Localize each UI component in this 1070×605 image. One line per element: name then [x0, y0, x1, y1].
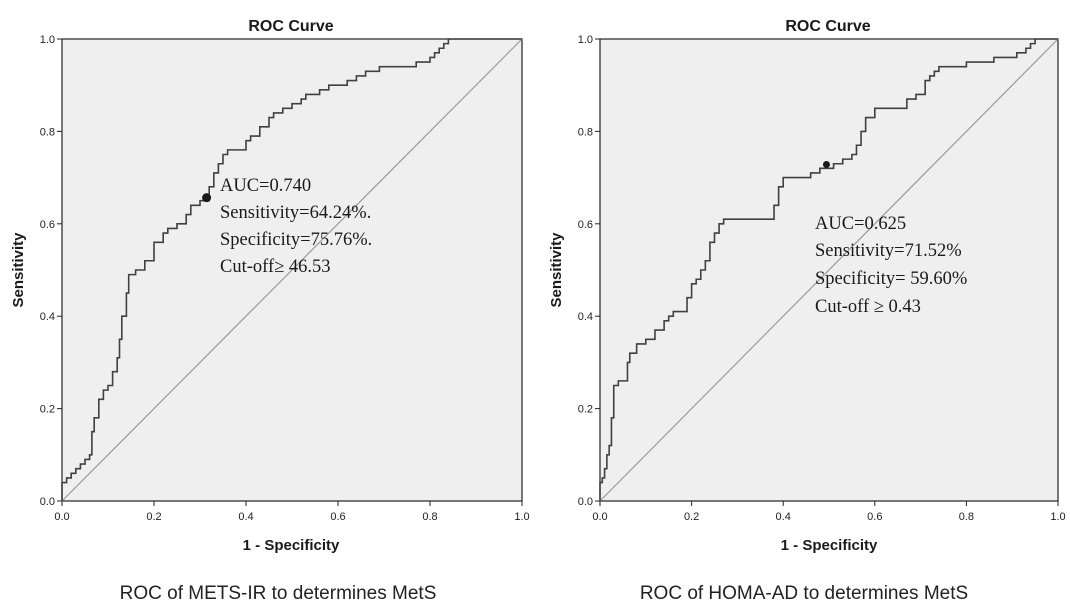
x-tick-label: 0.0: [592, 511, 607, 523]
roc-curve-line: [599, 38, 1058, 501]
cutoff-label: Cut-off ≥ 0.43: [815, 297, 921, 317]
auc-label: AUC=0.740: [220, 176, 311, 196]
sensitivity-label: Sensitivity=64.24%.: [220, 203, 371, 223]
x-tick-label: 0.4: [776, 511, 791, 523]
x-tick-label: 0.2: [684, 511, 699, 523]
x-axis-label: 1 - Specificity: [243, 537, 340, 554]
x-tick-label: 0.4: [238, 511, 253, 523]
x-tick-label: 0.2: [146, 511, 161, 523]
cutoff-point-marker: [822, 160, 830, 168]
sensitivity-label: Sensitivity=71.52%: [815, 241, 962, 261]
x-axis-label: 1 - Specificity: [781, 537, 878, 554]
y-tick-label: 0.0: [578, 496, 593, 508]
y-tick-label: 1.0: [578, 34, 593, 46]
y-axis-label: Sensitivity: [548, 232, 565, 308]
chart-title: ROC Curve: [248, 18, 333, 35]
x-tick-label: 0.8: [959, 511, 974, 523]
x-tick-label: 0.0: [54, 511, 69, 523]
cutoff-point-marker: [202, 193, 212, 203]
y-tick-label: 1.0: [40, 34, 55, 46]
roc-panel-homa-ad: ROC Curve 0.00.20.40.60.81.0 0.0 0.2 0.4 0.…: [548, 18, 1066, 604]
x-tick-label: 1.0: [1050, 511, 1065, 523]
auc-label: AUC=0.625: [815, 214, 906, 234]
cutoff-label: Cut-off≥ 46.53: [220, 257, 331, 277]
specificity-label: Specificity=75.76%.: [220, 230, 372, 250]
y-tick-label: 0.4: [578, 311, 593, 323]
x-tick-label: 0.8: [422, 511, 437, 523]
figure-caption: ROC of METS-IR to determines MetS: [120, 583, 437, 604]
y-axis-label: Sensitivity: [10, 232, 27, 308]
x-axis: 0.0 0.2 0.4 0.6 0.8 1.0: [592, 501, 1066, 523]
y-axis: 0.0 0.2 0.4 0.6 0.8 1.0: [40, 34, 62, 508]
x-tick-label: 1.0: [514, 511, 529, 523]
specificity-label: Specificity= 59.60%: [815, 269, 967, 289]
x-tick-label: 0.6: [867, 511, 882, 523]
y-tick-label: 0.6: [40, 219, 55, 231]
reference-diagonal: [61, 38, 523, 502]
x-axis: 0.0 0.2 0.4 0.6 0.8 1.0: [54, 501, 530, 523]
annotation-block: AUC=0.740 Sensitivity=64.24%. Specificit…: [220, 176, 377, 277]
x-tick-label: 0.6: [330, 511, 345, 523]
reference-diagonal: [599, 38, 1059, 502]
y-tick-label: 0.0: [40, 496, 55, 508]
y-tick-label: 0.2: [40, 404, 55, 416]
roc-curve-line: [61, 38, 522, 501]
y-tick-label: 0.8: [578, 126, 593, 138]
roc-panel-mets-ir: ROC Curve 0.00.20.40.60.81.0 0.0 0.2 0.4 0.…: [10, 18, 530, 604]
annotation-block: AUC=0.625 Sensitivity=71.52% Specificity…: [815, 214, 972, 317]
y-tick-label: 0.2: [578, 404, 593, 416]
y-tick-label: 0.4: [40, 311, 55, 323]
chart-title: ROC Curve: [785, 18, 870, 35]
figure-caption: ROC of HOMA-AD to determines MetS: [640, 583, 968, 604]
y-axis: 0.0 0.2 0.4 0.6 0.8 1.0: [578, 34, 600, 508]
y-tick-label: 0.8: [40, 126, 55, 138]
y-tick-label: 0.6: [578, 219, 593, 231]
